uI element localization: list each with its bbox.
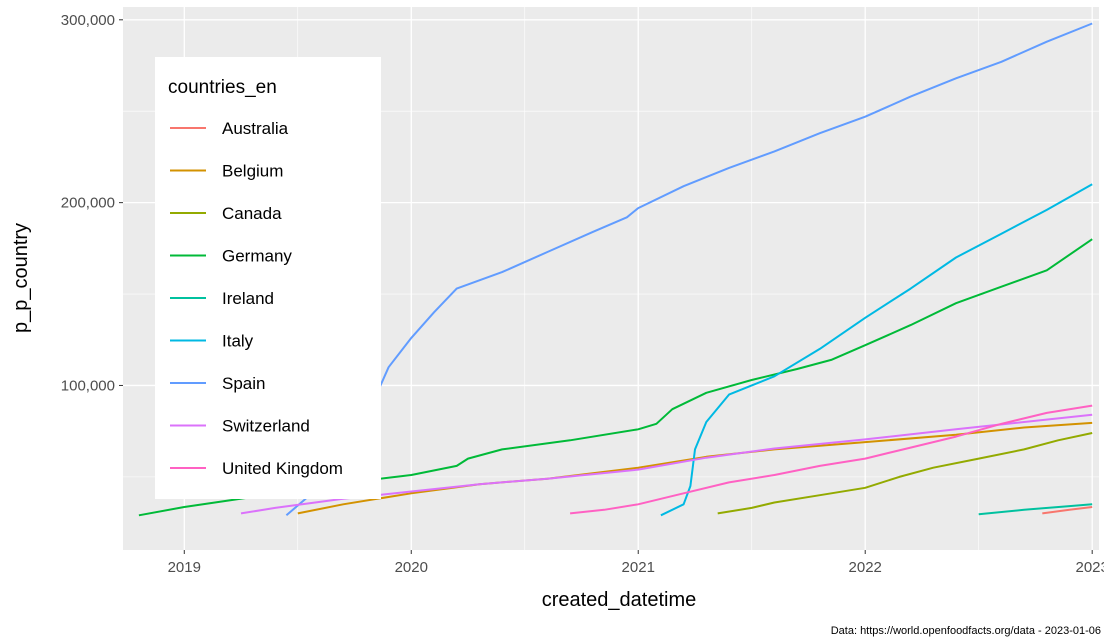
legend-label: Ireland: [222, 289, 274, 308]
legend: countries_en Australia Belgium Canada Germa…: [155, 57, 381, 499]
series-line-canada: [717, 432, 1093, 515]
legend-title: countries_en: [168, 77, 277, 98]
x-tick-label: 2022: [849, 559, 882, 576]
series-line-spain: [285, 22, 1093, 517]
y-tick-label: 200,000: [61, 195, 115, 212]
legend-label: Canada: [222, 204, 282, 223]
series-line-australia: [1042, 506, 1093, 515]
x-tick-label: 2020: [395, 559, 428, 576]
y-tick-label: 300,000: [61, 12, 115, 29]
x-tick-label: 2019: [168, 559, 201, 576]
legend-entries: Australia Belgium Canada Germany Ireland Ital…: [170, 119, 343, 478]
y-tick-label: 100,000: [61, 377, 115, 394]
legend-label: Australia: [222, 119, 289, 138]
legend-label: Belgium: [222, 162, 283, 181]
legend-label: United Kingdom: [222, 459, 343, 478]
legend-label: Spain: [222, 374, 265, 393]
series-line-ireland: [978, 503, 1093, 516]
series-line-united-kingdom: [569, 404, 1093, 515]
x-axis-ticks: 2019 2020 2021 2022 2023: [168, 550, 1104, 576]
legend-label: Germany: [222, 247, 292, 266]
x-tick-label: 2023: [1076, 559, 1104, 576]
y-axis-ticks: 100,000 200,000 300,000: [61, 12, 123, 394]
legend-label: Italy: [222, 332, 254, 351]
x-axis-title: created_datetime: [542, 589, 697, 611]
series-line-italy: [660, 183, 1093, 517]
data-source-caption: Data: https://world.openfoodfacts.org/da…: [831, 625, 1101, 637]
y-axis-title: p_p_country: [10, 223, 32, 333]
legend-label: Switzerland: [222, 417, 310, 436]
x-tick-label: 2021: [622, 559, 655, 576]
